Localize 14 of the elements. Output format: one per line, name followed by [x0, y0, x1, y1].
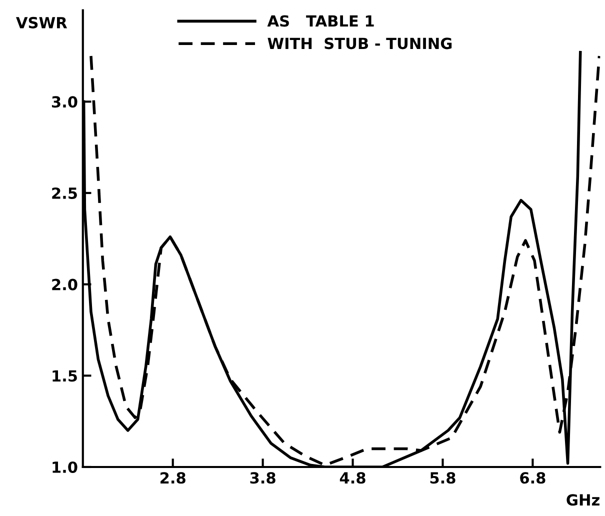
- x-tick-label: 4.8: [340, 472, 366, 484]
- x-tick-label: 6.8: [520, 472, 546, 484]
- legend-label: AS TABLE 1: [267, 15, 374, 27]
- y-axis-title: VSWR: [16, 16, 68, 28]
- y-tick-label: 1.0: [52, 461, 78, 473]
- y-tick-label: 3.0: [52, 96, 78, 108]
- y-tick-label: 2.0: [52, 278, 78, 290]
- x-tick-label: 5.8: [430, 472, 456, 484]
- x-tick-label: 2.8: [160, 472, 186, 484]
- x-axis-title: GHz: [566, 494, 600, 506]
- legend-label: WITH STUB - TUNING: [268, 38, 452, 50]
- y-tick-label: 2.5: [52, 187, 77, 200]
- y-tick-label: 1.5: [52, 370, 77, 382]
- x-tick-label: 3.8: [250, 472, 276, 484]
